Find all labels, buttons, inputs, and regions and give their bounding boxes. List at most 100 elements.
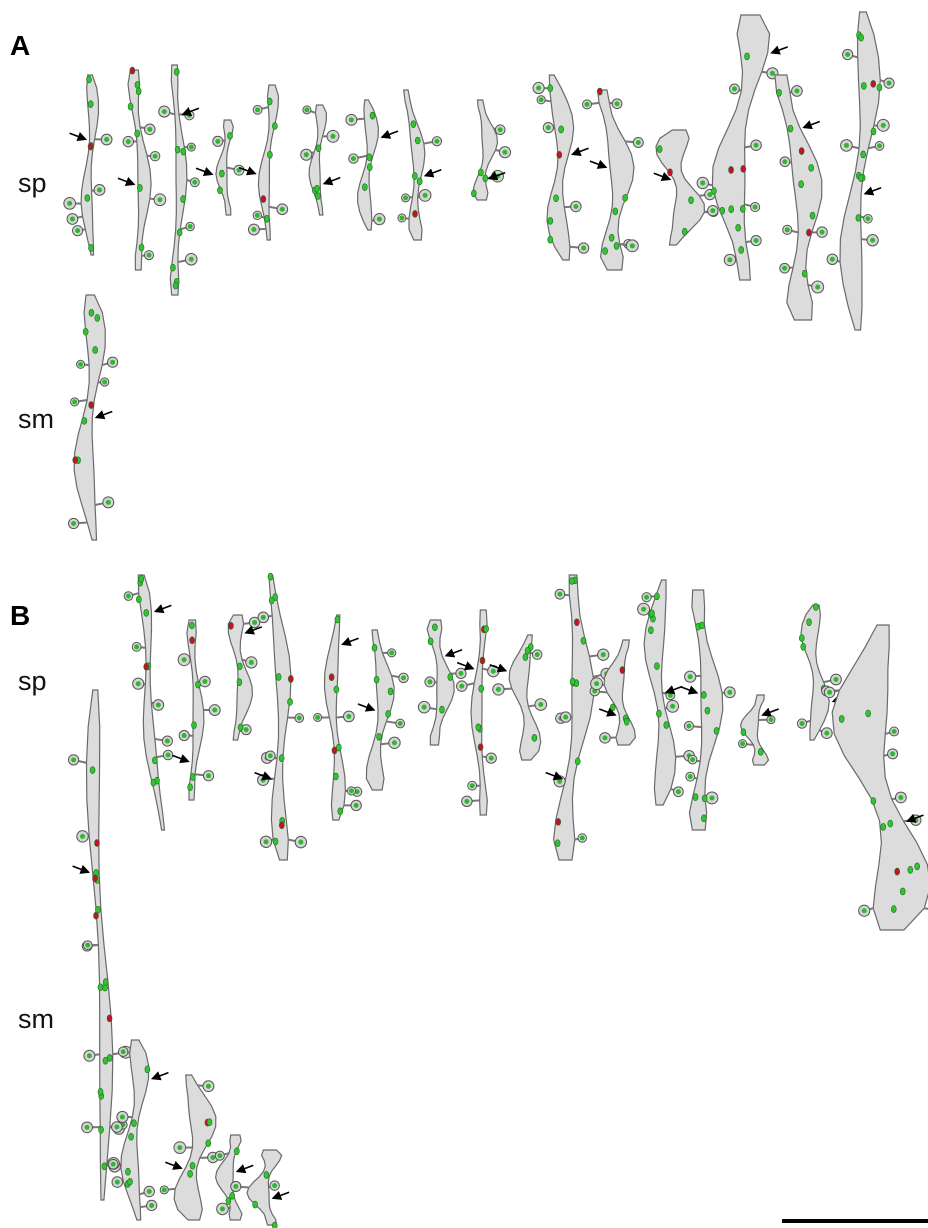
synapse	[838, 715, 845, 723]
synapse	[278, 754, 285, 763]
synapse	[769, 70, 775, 76]
dendrite	[215, 119, 234, 216]
dendrite	[711, 14, 771, 281]
synapse	[102, 1056, 109, 1065]
synapse	[389, 650, 395, 656]
synapse	[268, 596, 275, 605]
synapse	[191, 721, 197, 729]
synapse	[86, 1053, 92, 1059]
synapse	[880, 823, 887, 831]
synapse	[353, 802, 359, 808]
synapse	[809, 211, 816, 220]
synapse	[482, 174, 489, 183]
synapse	[478, 684, 485, 693]
synapse	[152, 153, 158, 159]
synapse	[161, 1187, 167, 1193]
synapse	[94, 314, 101, 322]
synapse	[819, 229, 825, 235]
synapse	[709, 795, 715, 801]
synapse	[86, 75, 92, 84]
synapse	[125, 593, 131, 599]
synapse	[688, 196, 694, 205]
synapse	[557, 778, 563, 784]
synapse	[622, 194, 628, 202]
synapse	[176, 228, 183, 237]
arrow	[357, 702, 376, 712]
arrow	[545, 771, 564, 781]
arrow	[164, 1160, 183, 1170]
arrow	[172, 754, 190, 764]
synapse	[574, 757, 581, 766]
row-label: sm	[18, 1004, 54, 1034]
synapse	[422, 192, 428, 198]
dendrite	[774, 74, 823, 321]
synapse	[376, 733, 382, 741]
synapse	[459, 683, 465, 689]
synapse	[427, 637, 434, 646]
synapse	[333, 685, 340, 694]
synapse	[337, 807, 344, 816]
synapse	[439, 705, 445, 714]
synapse	[656, 145, 663, 153]
synapse	[563, 714, 569, 720]
synapse	[248, 659, 254, 665]
synapse	[330, 133, 336, 139]
synapse	[890, 905, 897, 913]
synapse	[135, 681, 141, 687]
synapse	[827, 689, 833, 695]
synapse	[177, 1145, 183, 1151]
synapse	[794, 88, 800, 94]
synapse	[181, 733, 187, 739]
synapse	[206, 773, 212, 779]
synapse	[738, 246, 744, 254]
synapse	[870, 80, 877, 88]
dendrite	[643, 579, 677, 806]
synapse	[252, 619, 258, 625]
synapse	[137, 184, 143, 192]
synapse	[690, 757, 696, 763]
synapse	[164, 738, 170, 744]
synapse	[206, 1118, 213, 1126]
synapse	[165, 752, 171, 758]
synapse	[687, 674, 693, 680]
arrow	[235, 1164, 254, 1174]
synapse	[134, 644, 140, 650]
arrow	[802, 120, 821, 130]
synapse	[704, 706, 711, 715]
synapse	[727, 689, 733, 695]
synapse	[264, 215, 270, 223]
synapse	[114, 1179, 120, 1185]
synapse	[267, 572, 274, 581]
synapse	[217, 1153, 223, 1159]
dendrite	[214, 1134, 243, 1221]
synapse	[801, 269, 808, 278]
synapse	[387, 687, 394, 696]
synapse	[186, 112, 192, 118]
dendrite	[472, 99, 499, 201]
synapse	[776, 89, 782, 97]
synapse	[138, 243, 145, 252]
synapse	[728, 205, 735, 213]
synapse	[125, 1167, 131, 1176]
synapse	[233, 1183, 239, 1189]
synapse	[92, 874, 98, 883]
synapse	[427, 679, 433, 685]
synapse	[157, 197, 163, 203]
synapse	[279, 821, 285, 830]
arrow	[761, 707, 779, 717]
synapse	[173, 68, 180, 76]
synapse	[557, 591, 563, 597]
synapse	[574, 618, 580, 627]
synapse	[534, 652, 540, 658]
dendrite	[323, 614, 347, 821]
synapse	[602, 247, 608, 255]
synapse	[808, 164, 814, 172]
synapse	[252, 1200, 258, 1209]
synapse	[865, 709, 871, 718]
dendrite	[268, 574, 292, 861]
synapse	[667, 168, 673, 177]
synapse	[612, 207, 619, 216]
synapse	[876, 83, 883, 92]
arrow	[905, 813, 924, 823]
synapse	[98, 1125, 104, 1134]
